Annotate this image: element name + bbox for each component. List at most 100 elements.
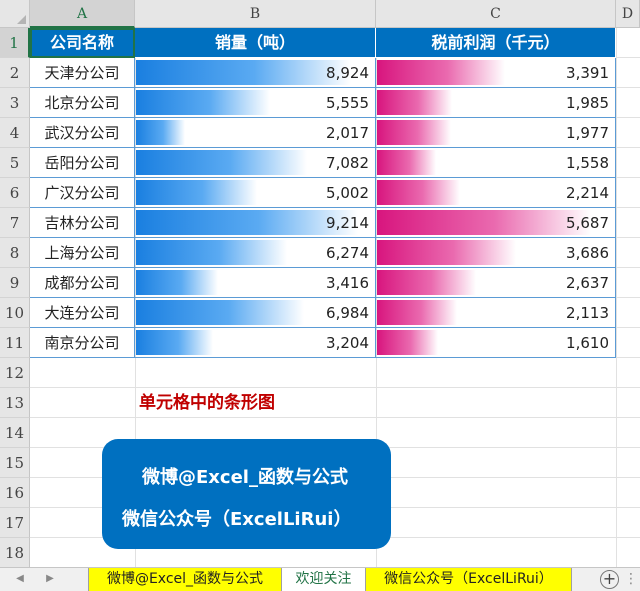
sales-data-bar: [136, 240, 287, 265]
row-header-11[interactable]: 11: [0, 328, 30, 358]
row-header-15[interactable]: 15: [0, 448, 30, 478]
sales-cell[interactable]: 5,002: [135, 178, 376, 208]
profit-cell[interactable]: 1,558: [376, 148, 616, 178]
next-sheet-icon[interactable]: ▶: [46, 573, 54, 584]
profit-cell[interactable]: 2,637: [376, 268, 616, 298]
column-header-d[interactable]: D: [616, 0, 640, 28]
promo-badge[interactable]: 微博@Excel_函数与公式 微信公众号（ExcelLiRui）: [102, 439, 391, 549]
company-cell[interactable]: 大连分公司: [30, 298, 135, 328]
column-header-c[interactable]: C: [376, 0, 616, 28]
sales-data-bar: [136, 150, 307, 175]
table-row: 吉林分公司 9,214 5,687: [30, 208, 616, 238]
profit-cell[interactable]: 5,687: [376, 208, 616, 238]
header-company[interactable]: 公司名称: [30, 28, 135, 58]
profit-data-bar: [377, 210, 591, 235]
sales-data-bar: [136, 270, 218, 295]
sales-value: 2,017: [326, 124, 369, 142]
sales-data-bar: [136, 300, 304, 325]
sales-cell[interactable]: 6,984: [135, 298, 376, 328]
profit-cell[interactable]: 1,610: [376, 328, 616, 358]
row-header-4[interactable]: 4: [0, 118, 30, 148]
row-header-8[interactable]: 8: [0, 238, 30, 268]
sales-value: 7,082: [326, 154, 369, 172]
row-header-13[interactable]: 13: [0, 388, 30, 418]
badge-line-weibo: 微博@Excel_函数与公式: [142, 467, 348, 488]
company-cell[interactable]: 成都分公司: [30, 268, 135, 298]
profit-data-bar: [377, 330, 438, 355]
row-header-18[interactable]: 18: [0, 538, 30, 568]
company-cell[interactable]: 上海分公司: [30, 238, 135, 268]
prev-sheet-icon[interactable]: ◀: [16, 573, 24, 584]
company-cell[interactable]: 吉林分公司: [30, 208, 135, 238]
add-sheet-icon[interactable]: +: [600, 570, 619, 589]
profit-cell[interactable]: 3,391: [376, 58, 616, 88]
profit-value: 1,985: [566, 94, 609, 112]
sales-cell[interactable]: 6,274: [135, 238, 376, 268]
profit-value: 2,214: [566, 184, 609, 202]
sales-cell[interactable]: 3,416: [135, 268, 376, 298]
row-header-7[interactable]: 7: [0, 208, 30, 238]
table-row: 上海分公司 6,274 3,686: [30, 238, 616, 268]
row-header-17[interactable]: 17: [0, 508, 30, 538]
company-cell[interactable]: 天津分公司: [30, 58, 135, 88]
row-header-9[interactable]: 9: [0, 268, 30, 298]
profit-cell[interactable]: 3,686: [376, 238, 616, 268]
company-cell[interactable]: 南京分公司: [30, 328, 135, 358]
select-all-corner[interactable]: [0, 0, 30, 28]
profit-data-bar: [377, 60, 505, 85]
header-sales[interactable]: 销量（吨）: [135, 28, 376, 58]
row-header-10[interactable]: 10: [0, 298, 30, 328]
sales-data-bar: [136, 330, 213, 355]
company-cell[interactable]: 广汉分公司: [30, 178, 135, 208]
sales-value: 5,002: [326, 184, 369, 202]
profit-value: 3,391: [566, 64, 609, 82]
profit-cell[interactable]: 1,977: [376, 118, 616, 148]
profit-data-bar: [377, 270, 476, 295]
sheet-tab-welcome[interactable]: 欢迎关注: [282, 568, 366, 591]
profit-value: 3,686: [566, 244, 609, 262]
sheet-tab-wechat[interactable]: 微信公众号（ExcelLiRui）: [366, 568, 572, 591]
row-header-12[interactable]: 12: [0, 358, 30, 388]
row-header-3[interactable]: 3: [0, 88, 30, 118]
row-header-2[interactable]: 2: [0, 58, 30, 88]
row-header-6[interactable]: 6: [0, 178, 30, 208]
profit-data-bar: [377, 90, 452, 115]
sales-data-bar: [136, 180, 257, 205]
table-row: 成都分公司 3,416 2,637: [30, 268, 616, 298]
profit-cell[interactable]: 2,113: [376, 298, 616, 328]
company-cell[interactable]: 武汉分公司: [30, 118, 135, 148]
table-row: 南京分公司 3,204 1,610: [30, 328, 616, 358]
row-header-1[interactable]: 1: [0, 28, 30, 58]
profit-cell[interactable]: 1,985: [376, 88, 616, 118]
header-profit[interactable]: 税前利润（千元）: [376, 28, 616, 58]
row-header-14[interactable]: 14: [0, 418, 30, 448]
badge-line-wechat: 微信公众号（ExcelLiRui）: [122, 509, 352, 530]
table-row: 武汉分公司 2,017 1,977: [30, 118, 616, 148]
sales-cell[interactable]: 2,017: [135, 118, 376, 148]
row-header-16[interactable]: 16: [0, 478, 30, 508]
table-row: 广汉分公司 5,002 2,214: [30, 178, 616, 208]
column-header-b[interactable]: B: [135, 0, 376, 28]
company-cell[interactable]: 岳阳分公司: [30, 148, 135, 178]
profit-value: 2,113: [566, 304, 609, 322]
profit-data-bar: [377, 120, 451, 145]
row-header-5[interactable]: 5: [0, 148, 30, 178]
sales-cell[interactable]: 8,924: [135, 58, 376, 88]
sales-value: 6,274: [326, 244, 369, 262]
company-cell[interactable]: 北京分公司: [30, 88, 135, 118]
sales-value: 5,555: [326, 94, 369, 112]
sales-cell[interactable]: 7,082: [135, 148, 376, 178]
sales-cell[interactable]: 3,204: [135, 328, 376, 358]
sales-cell[interactable]: 5,555: [135, 88, 376, 118]
caption-text[interactable]: 单元格中的条形图: [139, 393, 275, 413]
sales-cell[interactable]: 9,214: [135, 208, 376, 238]
table-row: 北京分公司 5,555 1,985: [30, 88, 616, 118]
profit-data-bar: [377, 300, 457, 325]
profit-data-bar: [377, 180, 460, 205]
sales-data-bar: [136, 60, 351, 85]
column-header-a[interactable]: A: [30, 0, 135, 28]
more-options-icon[interactable]: ⋮: [624, 571, 638, 587]
profit-cell[interactable]: 2,214: [376, 178, 616, 208]
sheet-tab-weibo[interactable]: 微博@Excel_函数与公式: [88, 568, 282, 591]
profit-value: 2,637: [566, 274, 609, 292]
